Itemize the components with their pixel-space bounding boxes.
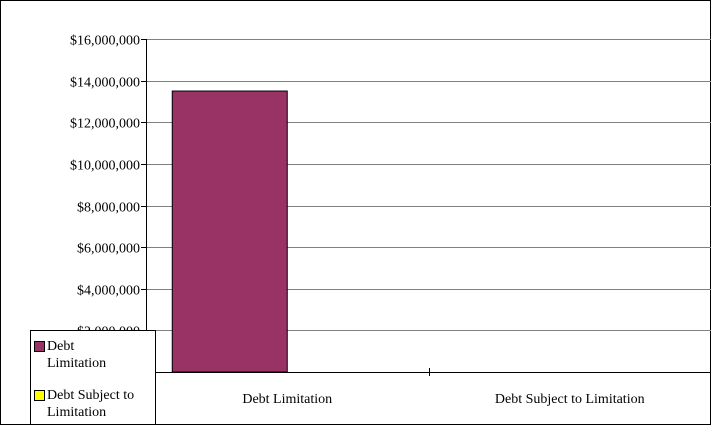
legend-label-line1: Debt Subject to bbox=[47, 388, 135, 403]
y-tick-label: $10,000,000 bbox=[70, 159, 140, 174]
legend-item-debt-subject: Debt Subject to Limitation bbox=[34, 387, 159, 421]
legend-label-debt-limitation: Debt Limitation bbox=[47, 338, 159, 372]
y-tick-label: $16,000,000 bbox=[70, 34, 140, 49]
y-tick-label: $14,000,000 bbox=[70, 76, 140, 91]
x-tick-label: Debt Limitation bbox=[242, 392, 332, 407]
y-tick-label: $4,000,000 bbox=[77, 284, 140, 299]
legend-swatch-debt-limitation bbox=[34, 341, 45, 352]
legend-item-debt-limitation: Debt Limitation bbox=[34, 338, 159, 372]
legend-label-line2: Limitation bbox=[47, 356, 107, 371]
legend: Debt Limitation Debt Subject to Limitati… bbox=[30, 330, 156, 425]
legend-label-line1: Debt bbox=[47, 339, 75, 354]
x-tick-label: Debt Subject to Limitation bbox=[495, 392, 645, 407]
y-tick-label: $6,000,000 bbox=[77, 242, 140, 257]
bar bbox=[171, 90, 288, 373]
legend-swatch-debt-subject bbox=[34, 390, 45, 401]
y-tick-label: $12,000,000 bbox=[70, 117, 140, 132]
y-tick-label: $8,000,000 bbox=[77, 201, 140, 216]
legend-label-debt-subject: Debt Subject to Limitation bbox=[47, 387, 159, 421]
legend-label-line2: Limitation bbox=[47, 405, 107, 420]
